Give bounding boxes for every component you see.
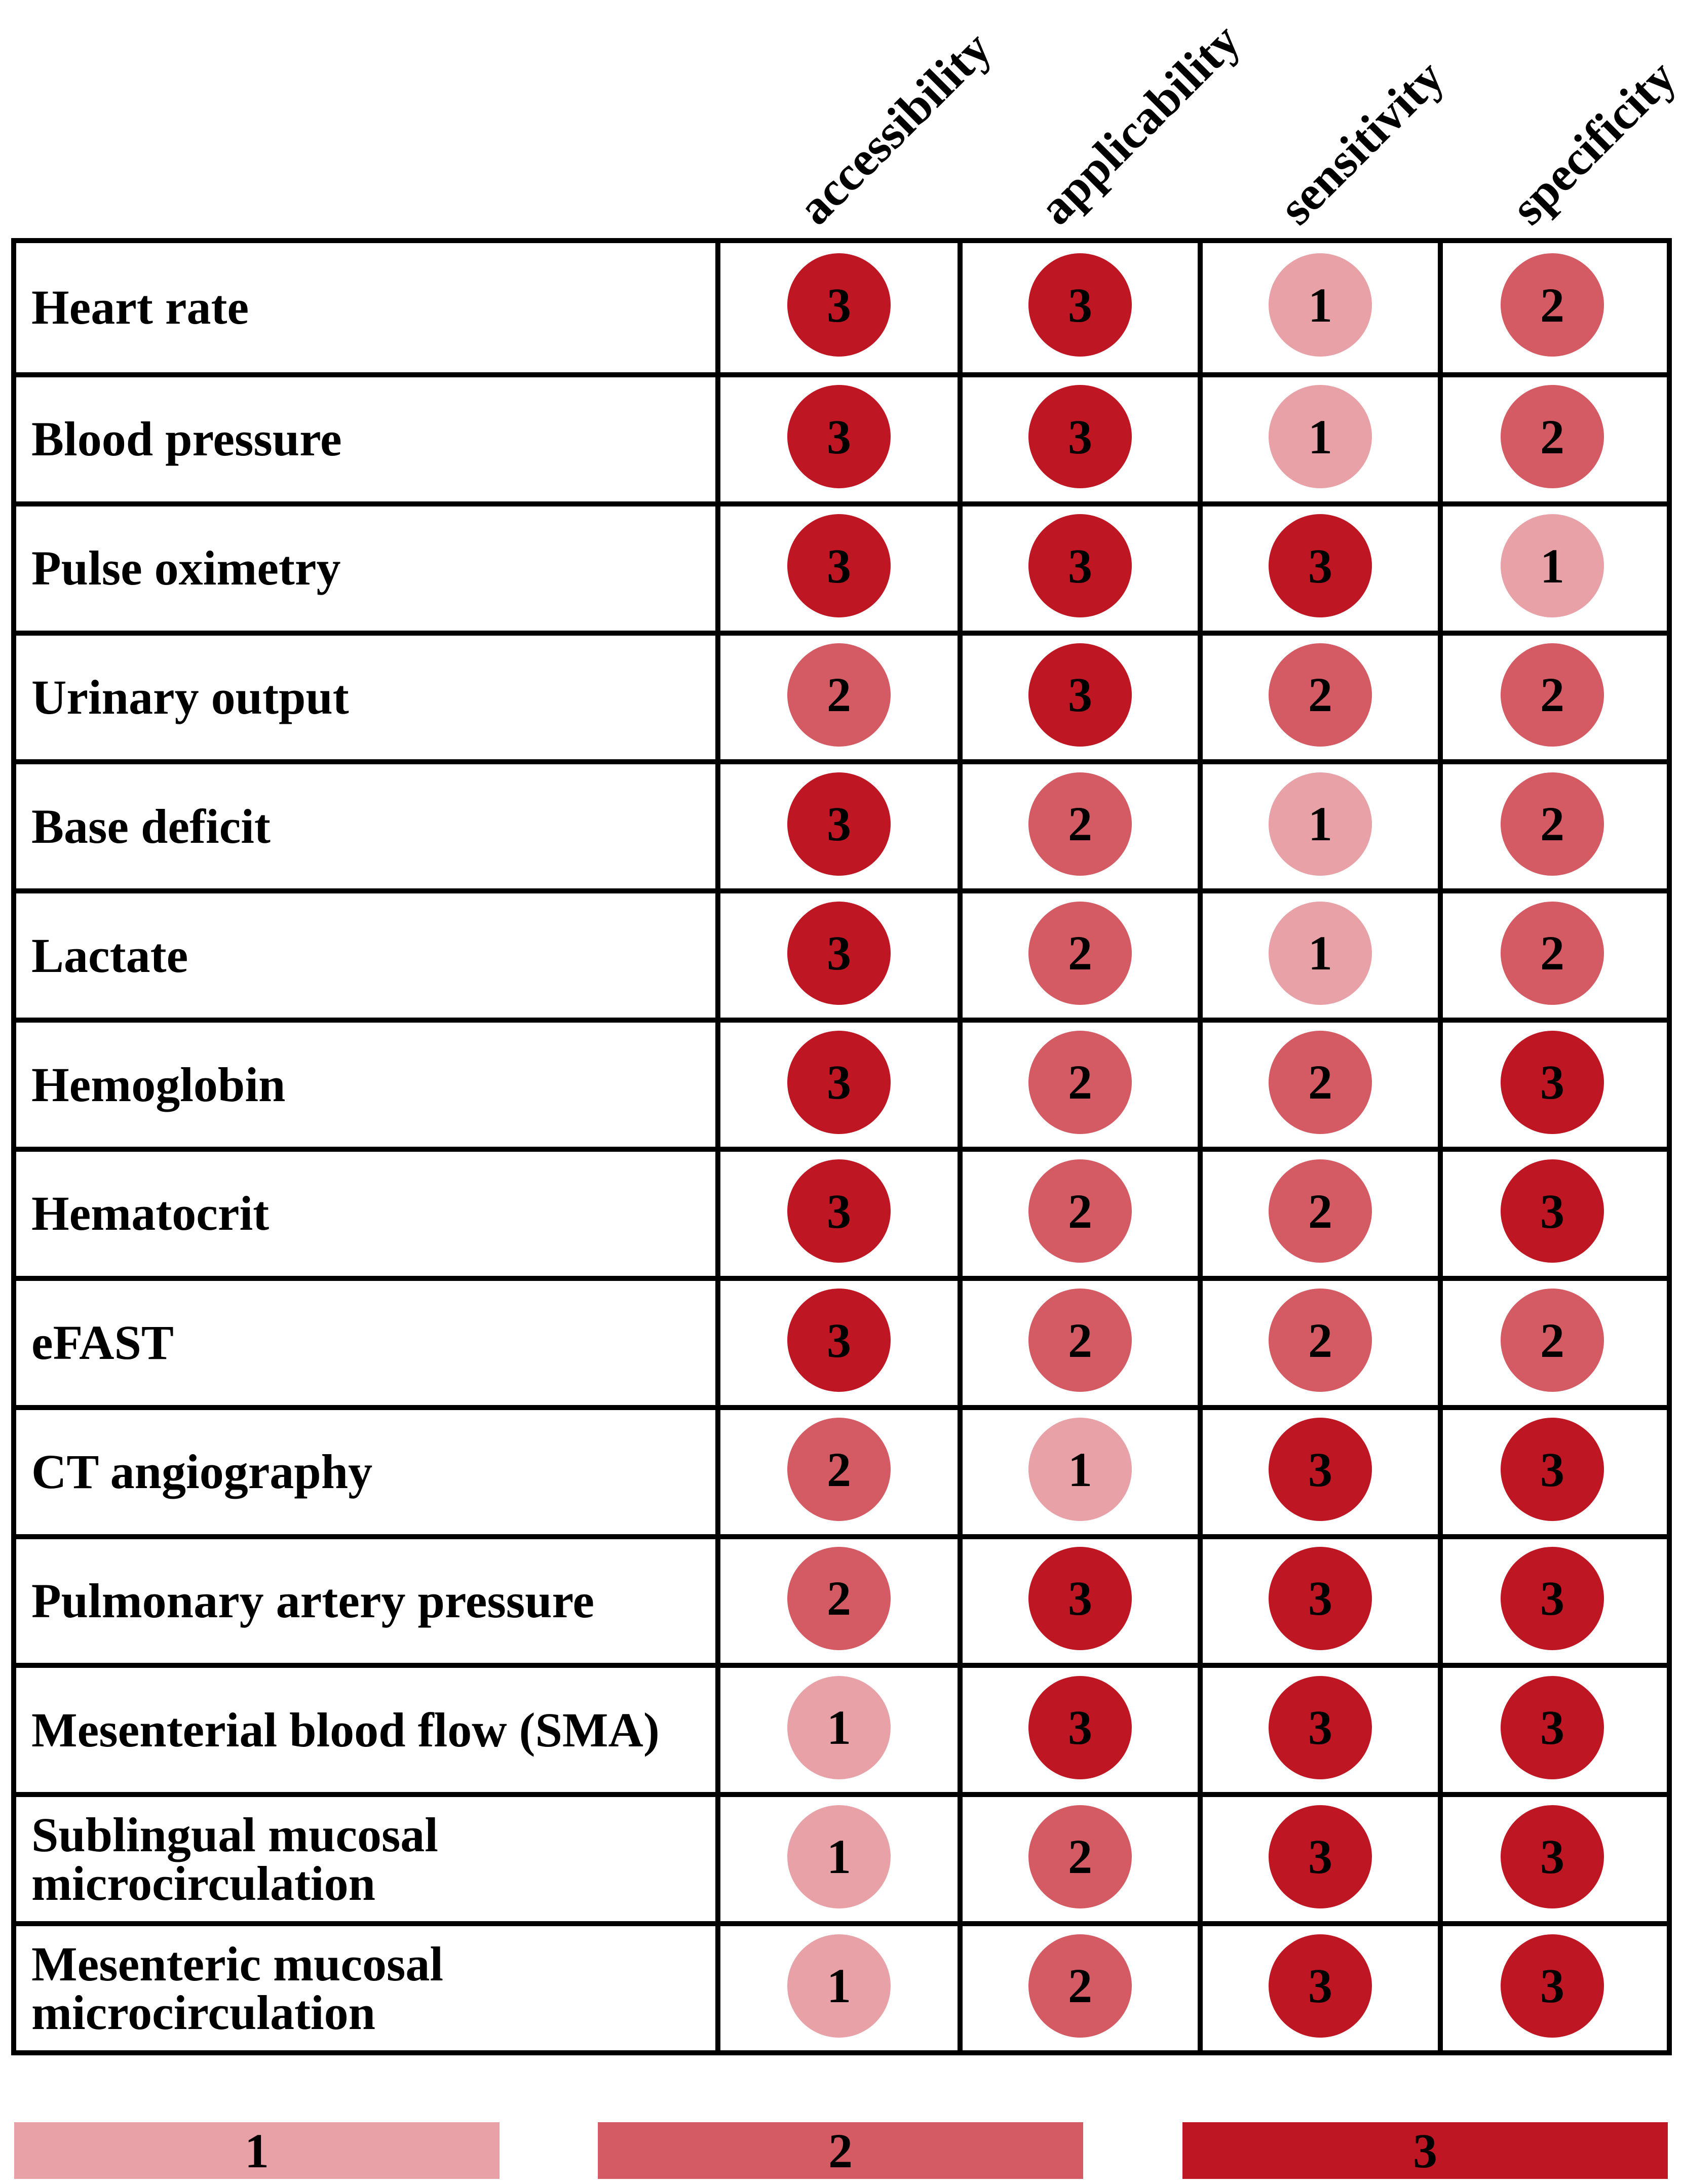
- table-row: Mesenteric mucosal microcirculation 1 2 3 3: [16, 1921, 1667, 2050]
- score-circle-specificity: 2: [1501, 772, 1604, 876]
- score-circle-sensitivity: 3: [1269, 1546, 1372, 1650]
- score-circle-accessibility: 3: [787, 1159, 891, 1263]
- row-label: Mesenteric mucosal microcirculation: [31, 1936, 444, 2040]
- score-circle-sensitivity: 1: [1269, 253, 1372, 357]
- score-circle-sensitivity: 3: [1269, 1934, 1372, 2038]
- score-circle-accessibility: 2: [787, 643, 891, 747]
- table-row: Lactate 3 2 1 2: [16, 888, 1667, 1018]
- score-circle-accessibility: 3: [787, 514, 891, 618]
- column-headers: accessibility applicability sensitivity spe…: [0, 0, 1683, 238]
- score-circle-specificity: 3: [1501, 1159, 1604, 1263]
- score-circle-accessibility: 2: [787, 1418, 891, 1522]
- score-circle-specificity: 2: [1501, 385, 1604, 489]
- score-circle-applicability: 2: [1028, 1805, 1132, 1908]
- score-circle-applicability: 3: [1028, 385, 1132, 489]
- table-row: Urinary output 2 3 2 2: [16, 630, 1667, 760]
- score-circle-accessibility: 3: [787, 772, 891, 876]
- column-header-applicability: applicability: [1028, 13, 1250, 235]
- score-circle-sensitivity: 2: [1269, 1030, 1372, 1134]
- score-circle-applicability: 2: [1028, 1289, 1132, 1392]
- score-table: Heart rate 3 3 1 2 Blood pressure 3 3 1 2 Pulse ox…: [11, 238, 1672, 2055]
- score-circle-applicability: 3: [1028, 514, 1132, 618]
- table-row: Blood pressure 3 3 1 2: [16, 372, 1667, 501]
- score-circle-applicability: 3: [1028, 253, 1132, 357]
- score-circle-applicability: 1: [1028, 1418, 1132, 1522]
- column-header-accessibility: accessibility: [787, 21, 1002, 235]
- table-row: Pulmonary artery pressure 2 3 3 3: [16, 1534, 1667, 1663]
- score-circle-applicability: 2: [1028, 901, 1132, 1005]
- table-row: Hematocrit 3 2 2 3: [16, 1147, 1667, 1276]
- table-row: eFAST 3 2 2 2: [16, 1275, 1667, 1405]
- row-label: Pulmonary artery pressure: [31, 1573, 594, 1628]
- row-label: Pulse oximetry: [31, 541, 341, 596]
- score-circle-specificity: 2: [1501, 253, 1604, 357]
- score-circle-specificity: 2: [1501, 901, 1604, 1005]
- row-label: Sublingual mucosal microcirculation: [31, 1807, 438, 1910]
- table-row: Hemoglobin 3 2 2 3: [16, 1018, 1667, 1147]
- score-circle-sensitivity: 2: [1269, 1289, 1372, 1392]
- score-circle-applicability: 2: [1028, 1159, 1132, 1263]
- score-circle-sensitivity: 1: [1269, 385, 1372, 489]
- score-circle-applicability: 3: [1028, 643, 1132, 747]
- row-label: Base deficit: [31, 799, 271, 853]
- score-circle-sensitivity: 1: [1269, 772, 1372, 876]
- row-label: Hematocrit: [31, 1186, 270, 1241]
- legend-item-3: 3: [1182, 2122, 1668, 2179]
- score-circle-specificity: 2: [1501, 1289, 1604, 1392]
- score-circle-specificity: 3: [1501, 1418, 1604, 1522]
- table-row: Base deficit 3 2 1 2: [16, 759, 1667, 888]
- row-label: Blood pressure: [31, 412, 342, 466]
- table-row: Sublingual mucosal microcirculation 1 2 3 3: [16, 1792, 1667, 1921]
- score-circle-applicability: 2: [1028, 1030, 1132, 1134]
- score-circle-accessibility: 3: [787, 1030, 891, 1134]
- score-circle-sensitivity: 3: [1269, 514, 1372, 618]
- score-circle-applicability: 2: [1028, 772, 1132, 876]
- table-row: Heart rate 3 3 1 2: [16, 243, 1667, 372]
- table-row: Mesenterial blood flow (SMA) 1 3 3 3: [16, 1663, 1667, 1792]
- score-circle-specificity: 1: [1501, 514, 1604, 618]
- score-circle-accessibility: 3: [787, 385, 891, 489]
- row-label: eFAST: [31, 1315, 174, 1370]
- legend-item-1: 1: [14, 2122, 500, 2179]
- score-circle-accessibility: 1: [787, 1805, 891, 1908]
- score-circle-accessibility: 2: [787, 1546, 891, 1650]
- legend-item-2: 2: [598, 2122, 1083, 2179]
- score-circle-specificity: 3: [1501, 1934, 1604, 2038]
- score-circle-sensitivity: 3: [1269, 1418, 1372, 1522]
- score-circle-sensitivity: 2: [1269, 643, 1372, 747]
- score-circle-sensitivity: 3: [1269, 1675, 1372, 1779]
- score-circle-sensitivity: 3: [1269, 1805, 1372, 1908]
- score-circle-accessibility: 3: [787, 1289, 891, 1392]
- row-label: Heart rate: [31, 280, 249, 335]
- score-circle-applicability: 3: [1028, 1675, 1132, 1779]
- score-circle-sensitivity: 2: [1269, 1159, 1372, 1263]
- score-circle-sensitivity: 1: [1269, 901, 1372, 1005]
- table-row: Pulse oximetry 3 3 3 1: [16, 501, 1667, 631]
- score-circle-accessibility: 1: [787, 1934, 891, 2038]
- column-header-sensitivity: sensitivity: [1268, 49, 1454, 235]
- score-circle-specificity: 3: [1501, 1546, 1604, 1650]
- row-label: CT angiography: [31, 1445, 373, 1499]
- score-circle-specificity: 3: [1501, 1675, 1604, 1779]
- score-circle-accessibility: 1: [787, 1675, 891, 1779]
- row-label: Urinary output: [31, 670, 349, 724]
- score-circle-applicability: 3: [1028, 1546, 1132, 1650]
- score-circle-specificity: 2: [1501, 643, 1604, 747]
- row-label: Mesenterial blood flow (SMA): [31, 1702, 660, 1757]
- score-circle-accessibility: 3: [787, 901, 891, 1005]
- row-label: Lactate: [31, 928, 188, 983]
- table-row: CT angiography 2 1 3 3: [16, 1405, 1667, 1534]
- row-label: Hemoglobin: [31, 1057, 286, 1112]
- column-header-specificity: specificity: [1500, 49, 1683, 235]
- score-circle-specificity: 3: [1501, 1030, 1604, 1134]
- score-circle-accessibility: 3: [787, 253, 891, 357]
- score-circle-specificity: 3: [1501, 1805, 1604, 1908]
- score-circle-applicability: 2: [1028, 1934, 1132, 2038]
